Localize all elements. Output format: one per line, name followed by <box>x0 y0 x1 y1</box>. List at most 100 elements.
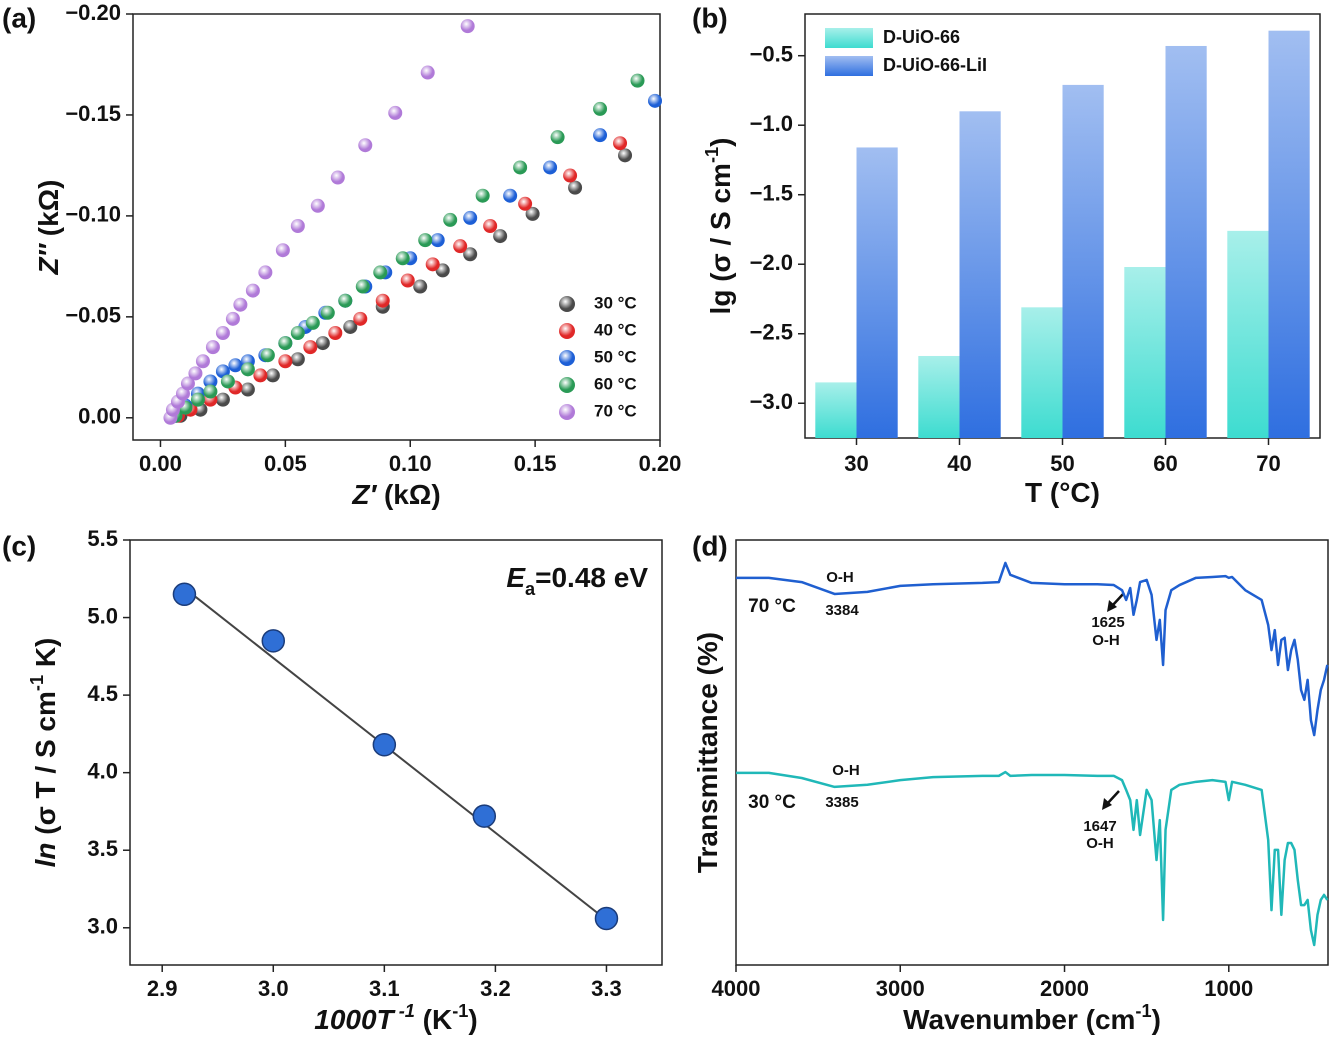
x-axis-label-part: -1 <box>1135 1001 1151 1021</box>
point <box>430 233 445 248</box>
y-axis-label-part: ln <box>30 843 61 868</box>
point <box>343 319 358 334</box>
panel-label: (a) <box>2 2 36 33</box>
legend-swatch <box>825 28 873 48</box>
y-tick-label: −0.20 <box>65 0 121 25</box>
y-axis-label-part: Transmittance (%) <box>692 632 723 873</box>
x-axis-label-part: Z′ <box>351 479 377 510</box>
point <box>594 906 619 931</box>
point <box>358 138 373 153</box>
point <box>618 148 633 163</box>
annotation-part: =0.48 eV <box>535 562 648 593</box>
point <box>493 229 508 244</box>
y-axis-label: Z″ (kΩ) <box>33 180 64 276</box>
point <box>315 336 330 351</box>
annotation: Ea=0.48 eV <box>506 562 648 598</box>
x-tick-label: 4000 <box>712 976 761 1001</box>
series-label: 70 °C <box>748 596 796 617</box>
annotation: 3384 <box>825 602 859 619</box>
point <box>220 374 235 389</box>
x-tick-label: 0.05 <box>264 451 307 476</box>
x-axis-label-part: -1 <box>394 1001 415 1021</box>
y-axis-label: lg (σ / S cm-1) <box>702 138 737 315</box>
y-axis-label: Transmittance (%) <box>692 632 723 873</box>
x-axis-label-part: 1000T <box>314 1004 396 1035</box>
y-axis-label-part: lg (σ / S cm <box>705 163 736 314</box>
y-axis-label-part: (kΩ) <box>33 180 64 244</box>
legend-label: 50 °C <box>594 347 637 366</box>
x-tick-label: 0.00 <box>139 451 182 476</box>
legend-marker <box>559 323 575 339</box>
y-tick-label: −0.05 <box>65 303 121 328</box>
bar <box>959 111 1001 439</box>
point <box>395 251 410 266</box>
y-tick-label: 3.0 <box>87 914 118 939</box>
point <box>228 358 243 373</box>
plot-frame <box>129 539 663 966</box>
y-tick-label: −2.5 <box>750 320 793 345</box>
bar <box>815 382 857 438</box>
point <box>338 293 353 308</box>
arrows <box>1102 592 1125 810</box>
y-tick-label: 4.0 <box>87 758 118 783</box>
x-axis-label-part: -1 <box>452 1001 468 1021</box>
point <box>240 362 255 377</box>
series-label: 30 °C <box>748 792 796 813</box>
point <box>258 265 273 280</box>
point <box>563 168 578 183</box>
bar <box>1021 307 1063 438</box>
x-axis-label-part: ) <box>1152 1004 1161 1035</box>
point <box>593 101 608 116</box>
y-tick-label: −0.15 <box>65 101 121 126</box>
x-axis-label-part: ) <box>468 1004 477 1035</box>
point <box>172 582 197 607</box>
point <box>305 315 320 330</box>
y-axis-label: ln (σ T / S cm-1 K) <box>27 638 62 868</box>
arrow-head <box>1107 600 1117 612</box>
annotation-part: a <box>525 579 536 599</box>
point <box>375 293 390 308</box>
point <box>630 73 645 88</box>
y-tick-label: −1.5 <box>750 181 793 206</box>
point <box>260 348 275 363</box>
point <box>568 180 583 195</box>
point <box>225 311 240 326</box>
point <box>290 218 305 233</box>
bar <box>1165 45 1207 439</box>
point <box>463 247 478 262</box>
legend-label: 60 °C <box>594 374 637 393</box>
panel-label: (b) <box>692 2 728 33</box>
legend-marker <box>559 350 575 366</box>
point <box>190 392 205 407</box>
annotation: O-H <box>1086 835 1114 852</box>
x-axis-label: Z′ (kΩ) <box>351 479 440 510</box>
point <box>475 188 490 203</box>
point <box>543 160 558 175</box>
fit-line <box>183 587 608 921</box>
legend-label: 30 °C <box>594 293 637 312</box>
annotation: 1647 <box>1083 818 1116 835</box>
x-tick-label: 0.15 <box>514 451 557 476</box>
x-tick-label: 0.20 <box>639 451 682 476</box>
bar <box>856 147 898 438</box>
y-tick-label: 5.0 <box>87 603 118 628</box>
point <box>518 196 533 211</box>
point <box>215 325 230 340</box>
point <box>188 366 203 381</box>
annotation: O-H <box>826 569 854 586</box>
point <box>613 136 628 151</box>
plot-frame <box>132 13 661 441</box>
point <box>413 279 428 294</box>
y-tick-label: −0.5 <box>750 42 793 67</box>
y-axis-label-part: Z″ <box>33 242 64 275</box>
annotation: 3385 <box>825 794 858 811</box>
spectrum <box>736 561 1329 737</box>
point <box>503 188 518 203</box>
point <box>593 128 608 143</box>
x-axis-label: Wavenumber (cm-1) <box>903 1001 1161 1036</box>
point <box>261 629 286 653</box>
annotation-part: E <box>506 562 526 593</box>
point <box>203 374 218 389</box>
point <box>180 376 195 391</box>
point <box>460 19 475 34</box>
